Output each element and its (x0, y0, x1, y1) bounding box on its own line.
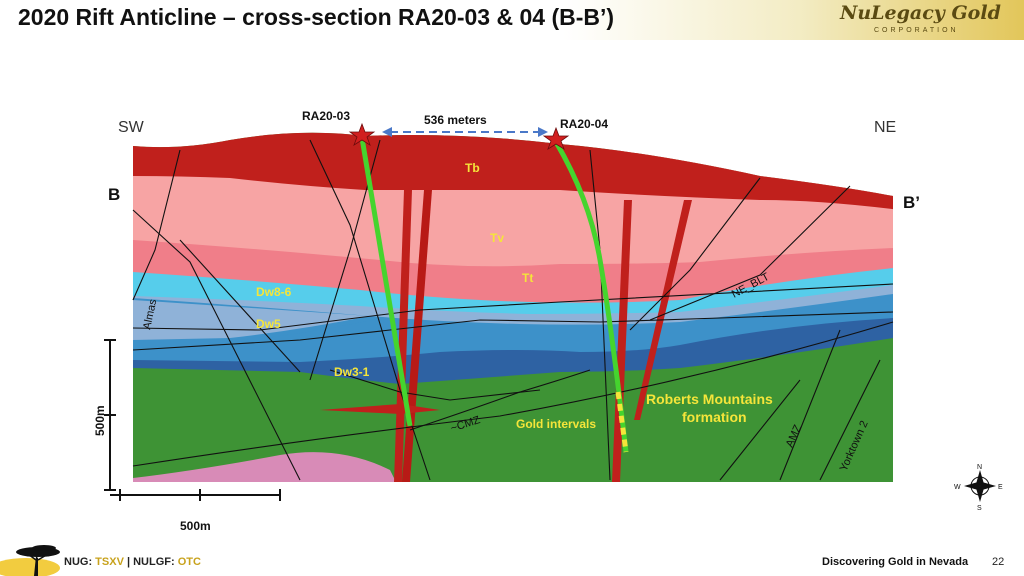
logo-wordmark: NuLegacy Gold (840, 2, 1001, 24)
compass-icon: N S W E (954, 464, 1003, 512)
drill-trace-ra20-04 (553, 140, 629, 453)
label-gold-intervals: Gold intervals (516, 417, 596, 431)
page-number: 22 (992, 556, 1005, 568)
logo-subtitle: CORPORATION (874, 27, 959, 34)
footer-tagline: Discovering Gold in Nevada (822, 556, 969, 568)
compass-s: S (977, 505, 982, 512)
label-sw: SW (118, 119, 145, 136)
company-logo: NuLegacy Gold CORPORATION (836, 2, 1016, 38)
ticker-separator: | (126, 556, 131, 568)
exchange-tsxv: TSXV (95, 556, 124, 568)
ticker-nug: NUG: (64, 556, 93, 568)
collar-star-ra20-03 (348, 122, 376, 146)
label-unit-dw5: Dw5 (256, 317, 281, 331)
collar-star-ra20-04 (542, 126, 570, 150)
label-scale-horizontal: 500m (180, 519, 211, 533)
label-unit-dw3-1: Dw3-1 (334, 365, 370, 379)
distance-arrow (382, 127, 548, 137)
label-unit-tt: Tt (522, 271, 533, 285)
unit-basement-pink (133, 452, 400, 483)
gold-intercepts (615, 391, 629, 453)
label-roberts-2: formation (682, 409, 747, 425)
acacia-tree-icon (0, 545, 60, 576)
scale-bars (104, 339, 281, 501)
ticker-nulgf: NULGF: (133, 556, 175, 568)
label-roberts-1: Roberts Mountains (646, 391, 773, 407)
label-unit-tb: Tb (465, 161, 480, 175)
compass-e: E (998, 484, 1003, 491)
label-hole-ra20-03: RA20-03 (302, 109, 350, 123)
label-hole-ra20-04: RA20-04 (560, 117, 608, 131)
slide-title: 2020 Rift Anticline – cross-section RA20… (18, 4, 615, 30)
label-unit-tv: Tv (490, 231, 504, 245)
label-ne: NE (874, 119, 896, 136)
label-b-prime: B’ (903, 193, 920, 212)
compass-w: W (954, 484, 961, 491)
label-b: B (108, 185, 120, 204)
drill-trace-ra20-03 (359, 137, 413, 427)
red-dyke (612, 200, 632, 482)
label-unit-dw8-6: Dw8-6 (256, 285, 292, 299)
unit-dw5 (133, 300, 370, 340)
exchange-otc: OTC (177, 556, 201, 568)
footer-tickers: NUG: TSXV | NULGF: OTC (64, 556, 201, 568)
label-scale-vertical: 500m (93, 405, 107, 436)
label-distance: 536 meters (424, 113, 487, 127)
compass-n: N (977, 464, 982, 471)
fault-lines (132, 139, 894, 481)
slide-header: 2020 Rift Anticline – cross-section RA20… (0, 0, 1024, 40)
